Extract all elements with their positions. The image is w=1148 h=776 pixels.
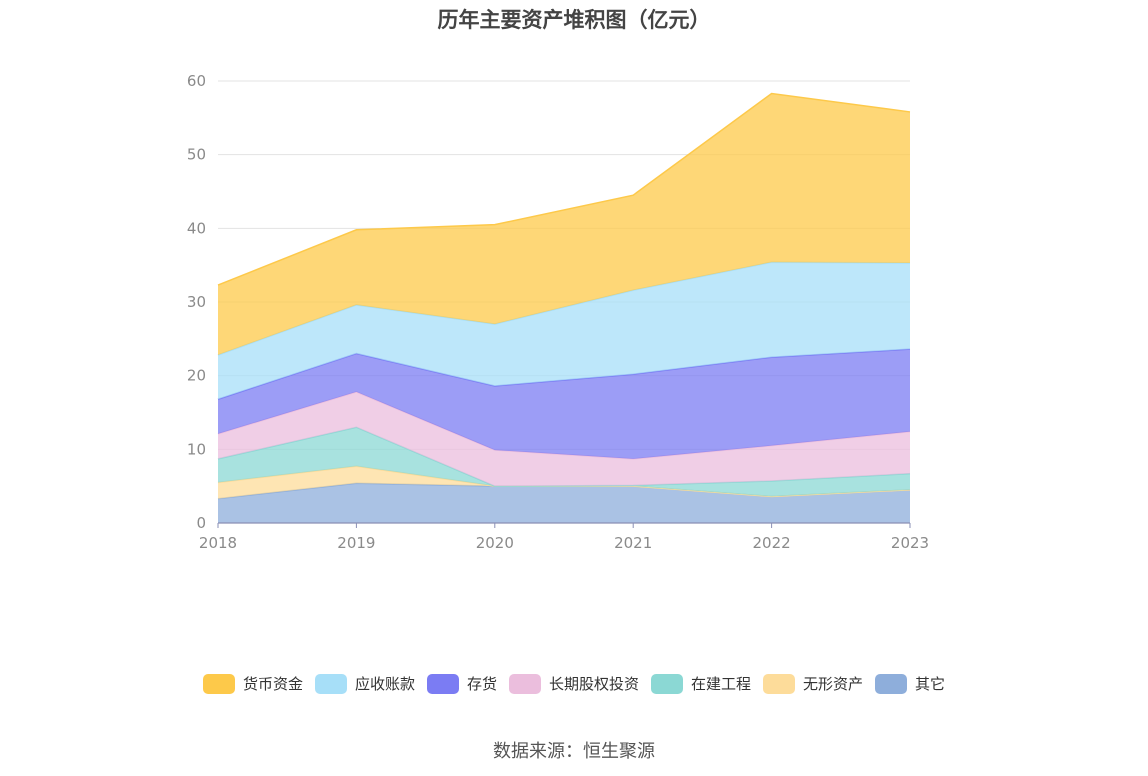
legend-label: 货币资金 [242,675,303,693]
x-tick-label: 2021 [614,534,652,552]
y-tick-label: 30 [187,293,206,311]
legend-swatch [314,673,347,694]
y-tick-label: 50 [187,146,206,164]
legend-label: 在建工程 [691,675,752,693]
legend-label: 应收账款 [354,675,415,693]
area-series-2 [218,427,910,497]
legend-item[interactable]: 货币资金 [202,673,303,694]
legend-item[interactable]: 在建工程 [651,673,751,694]
x-tick-label: 2019 [337,534,375,552]
x-tick-label: 2022 [753,534,791,552]
x-tick-label: 2023 [891,534,929,552]
y-tick-label: 0 [196,514,206,532]
legend-item[interactable]: 无形资产 [763,673,863,694]
legend-label: 无形资产 [803,675,864,693]
data-source-note: 数据来源：恒生聚源 [493,741,655,762]
legend-swatch [875,673,908,694]
y-tick-label: 60 [187,72,206,90]
legend-label: 其它 [915,675,946,693]
area-series-line-6 [217,92,911,286]
y-tick-label: 20 [187,367,206,385]
area-series-5 [218,262,910,400]
legend-item[interactable]: 其它 [875,673,945,694]
area-series-1 [218,466,910,499]
area-series-0 [218,483,910,523]
legend-item[interactable]: 存货 [426,673,497,694]
chart-title: 历年主要资产堆积图（亿元） [437,8,711,32]
y-tick-label: 10 [187,440,206,458]
legend-item[interactable]: 应收账款 [314,673,415,694]
legend-item[interactable]: 长期股权投资 [508,673,639,694]
x-tick-label: 2020 [476,534,514,552]
legend-label: 存货 [466,675,497,693]
legend-swatch [426,673,459,694]
area-series-6 [218,93,910,356]
y-tick-label: 40 [187,219,206,237]
legend-swatch [763,673,796,694]
x-tick-label: 2018 [199,534,237,552]
legend-swatch [651,673,683,694]
legend-swatch [508,673,541,694]
legend-swatch [202,673,235,694]
area-series-4 [218,349,910,459]
area-series-3 [218,391,910,487]
chart-legend: 货币资金 应收账款 存货 长期股权投资 在建工程 无形资产 其它 [0,673,1148,694]
legend-label: 长期股权投资 [548,675,639,693]
